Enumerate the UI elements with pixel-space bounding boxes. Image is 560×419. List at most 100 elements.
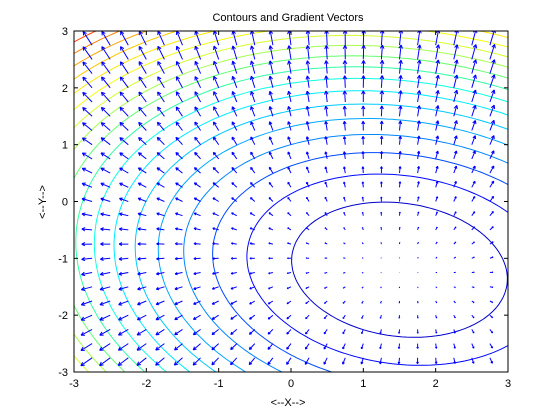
gradient-vector-arrow: [304, 357, 310, 365]
gradient-vector-arrow: [193, 242, 201, 246]
gradient-vector-arrow: [213, 106, 220, 117]
gradient-vector-arrow: [230, 272, 237, 275]
gradient-vector-arrow: [211, 314, 219, 320]
gradient-vector-arrow: [194, 151, 201, 160]
gradient-vector-arrow: [306, 181, 310, 188]
gradient-vector-arrow: [489, 104, 496, 117]
gradient-vector-arrow: [268, 106, 274, 117]
gradient-vector-arrow: [157, 91, 165, 103]
gradient-vector-arrow: [361, 90, 366, 102]
contour-line: [183, 134, 508, 372]
gradient-vector-arrow: [174, 257, 183, 261]
gradient-vector-arrow: [231, 45, 238, 60]
gradient-vector-arrow: [342, 136, 347, 145]
gradient-vector-arrow: [138, 91, 147, 103]
gradient-vector-arrow: [230, 257, 237, 260]
gradient-vector-arrow: [82, 91, 93, 103]
gradient-vector-arrow: [193, 300, 201, 305]
gradient-vector-arrow: [471, 195, 476, 202]
gradient-vector-arrow: [287, 136, 292, 145]
gradient-vector-arrow: [193, 227, 201, 231]
gradient-vector-arrow: [212, 197, 219, 202]
y-tick-label: -1: [58, 253, 68, 265]
x-tick-label: 3: [505, 378, 511, 390]
gradient-vector-arrow: [379, 343, 382, 350]
gradient-vector-arrow: [471, 343, 475, 349]
gradient-vector-arrow: [117, 343, 129, 351]
gradient-vector-arrow: [416, 90, 422, 103]
gradient-vector-arrow: [175, 45, 183, 60]
gradient-vector-arrow: [471, 104, 477, 117]
gradient-vector-arrow: [100, 227, 111, 232]
gradient-vector-arrow: [155, 343, 165, 351]
gradient-vector-arrow: [267, 300, 274, 305]
contour-line: [291, 201, 508, 338]
gradient-vector-arrow: [136, 357, 147, 366]
contour-line: [74, 31, 508, 110]
gradient-vector-arrow: [471, 357, 475, 364]
gradient-vector-arrow: [156, 182, 165, 188]
gradient-vector-arrow: [489, 271, 494, 274]
gradient-vector-arrow: [194, 45, 202, 60]
gradient-vector-arrow: [136, 328, 147, 336]
gradient-vector-arrow: [489, 314, 494, 319]
gradient-vector-arrow: [417, 44, 422, 60]
gradient-vector-arrow: [379, 44, 385, 60]
gradient-vector-arrow: [137, 256, 147, 261]
gradient-vector-arrow: [80, 328, 93, 336]
gradient-vector-arrow: [99, 314, 111, 321]
gradient-vector-arrow: [211, 300, 219, 305]
gradient-vector-arrow: [100, 167, 111, 174]
gradient-vector-arrow: [156, 167, 165, 174]
gradient-vector-arrow: [174, 343, 183, 351]
gradient-vector-arrow: [305, 105, 310, 117]
gradient-vector-arrow: [453, 120, 458, 131]
gradient-vector-arrow: [324, 286, 328, 289]
contour-line: [212, 152, 508, 372]
gradient-vector-arrow: [231, 106, 238, 117]
gradient-vector-arrow: [489, 300, 494, 304]
gradient-vector-arrow: [138, 61, 147, 74]
gradient-vector-arrow: [323, 357, 328, 365]
gradient-vector-arrow: [361, 181, 365, 188]
gradient-vector-arrow: [101, 31, 111, 46]
contour-line: [157, 118, 508, 372]
gradient-vector-arrow: [361, 314, 364, 319]
gradient-vector-arrow: [287, 181, 292, 188]
gradient-vector-arrow: [268, 121, 274, 131]
gradient-vector-arrow: [453, 165, 458, 174]
gradient-vector-arrow: [343, 166, 346, 174]
gradient-vector-arrow: [379, 75, 385, 88]
gradient-vector-arrow: [118, 271, 129, 276]
gradient-vector-arrow: [435, 226, 438, 231]
gradient-vector-arrow: [324, 166, 328, 174]
gradient-vector-arrow: [268, 90, 274, 103]
gradient-vector-arrow: [213, 60, 220, 74]
gradient-vector-arrow: [379, 166, 383, 174]
gradient-vector-arrow: [489, 74, 496, 88]
gradient-vector-arrow: [287, 90, 292, 103]
gradient-vector-arrow: [471, 89, 477, 103]
gradient-vector-arrow: [471, 211, 476, 216]
gradient-vector-arrow: [231, 227, 237, 231]
gradient-vector-arrow: [100, 106, 111, 117]
gradient-vector-arrow: [416, 343, 419, 349]
gradient-vector-arrow: [324, 31, 329, 46]
gradient-vector-arrow: [435, 196, 439, 202]
y-axis-label: <--Y-->: [37, 185, 49, 219]
gradient-vector-arrow: [398, 150, 402, 159]
gradient-vector-arrow: [435, 256, 438, 259]
gradient-vector-arrow: [471, 44, 478, 60]
gradient-vector-arrow: [305, 75, 311, 88]
gradient-vector-arrow: [287, 45, 292, 60]
gradient-vector-arrow: [194, 136, 201, 146]
x-tick-label: 1: [360, 378, 366, 390]
gradient-vector-arrow: [287, 227, 292, 231]
contour-lines: [74, 31, 508, 372]
gradient-vector-arrow: [471, 135, 477, 145]
gradient-vector-arrow: [175, 212, 183, 217]
gradient-vector-arrow: [453, 286, 456, 289]
gradient-vector-arrow: [471, 314, 475, 319]
gradient-vector-arrow: [175, 76, 183, 89]
gradient-vector-arrow: [231, 197, 238, 202]
